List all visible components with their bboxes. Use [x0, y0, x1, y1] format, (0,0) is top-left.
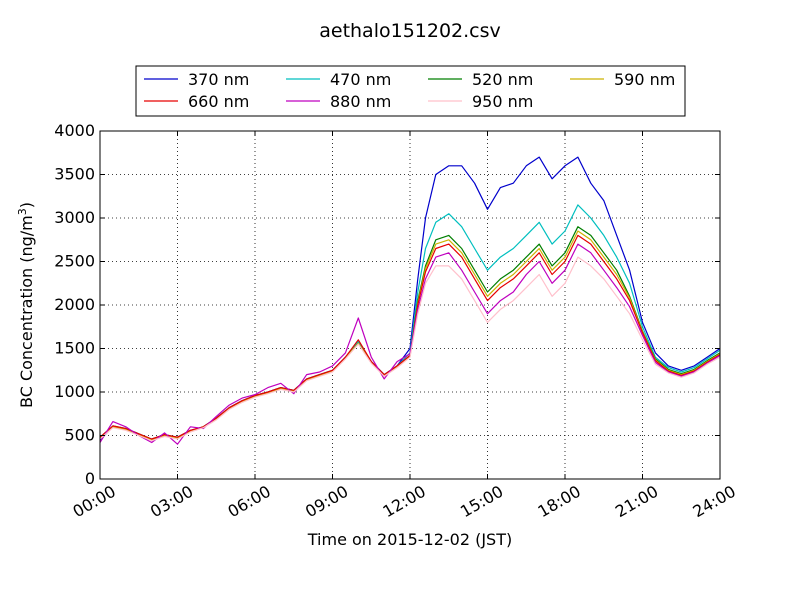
series-line-950-nm — [99, 256, 721, 442]
series-line-660-nm — [99, 234, 721, 440]
x-tick-label: 06:00 — [225, 482, 274, 522]
y-tick-label: 3000 — [54, 208, 95, 227]
y-tick-label: 2000 — [54, 295, 95, 314]
legend-label: 880 nm — [330, 92, 391, 111]
y-axis: 0 500 1000 1500 2000 2500 3000 3500 4000 — [54, 121, 720, 488]
y-tick-label: 2500 — [54, 252, 95, 271]
legend-label: 660 nm — [188, 92, 249, 111]
legend-label: 950 nm — [472, 92, 533, 111]
x-tick-label: 12:00 — [380, 482, 429, 522]
y-tick-label: 1500 — [54, 339, 95, 358]
x-tick-label: 09:00 — [302, 482, 351, 522]
x-tick-label: 21:00 — [612, 482, 661, 522]
series-layer — [99, 156, 721, 445]
legend-box — [135, 65, 686, 117]
y-tick-label: 3500 — [54, 165, 95, 184]
x-tick-label: 15:00 — [457, 482, 506, 522]
legend-label: 370 nm — [188, 70, 249, 89]
legend-label: 470 nm — [330, 70, 391, 89]
y-axis-label: BC Concentration (ng/m3) — [16, 202, 36, 408]
legend-label: 520 nm — [472, 70, 533, 89]
x-tick-label: 18:00 — [535, 482, 584, 522]
x-tick-label: 24:00 — [690, 482, 739, 522]
y-tick-label: 500 — [64, 426, 95, 445]
grid-lines — [100, 131, 720, 479]
y-tick-label: 1000 — [54, 382, 95, 401]
legend-label: 590 nm — [614, 70, 675, 89]
chart-title: aethalo151202.csv — [319, 20, 501, 42]
x-axis-label: Time on 2015-12-02 (JST) — [307, 530, 512, 549]
y-tick-label: 0 — [85, 469, 95, 488]
legend: 370 nm 470 nm 520 nm 590 nm 660 nm 880 nm 950 … — [135, 65, 686, 117]
y-tick-label: 4000 — [54, 121, 95, 140]
x-tick-label: 03:00 — [147, 482, 196, 522]
